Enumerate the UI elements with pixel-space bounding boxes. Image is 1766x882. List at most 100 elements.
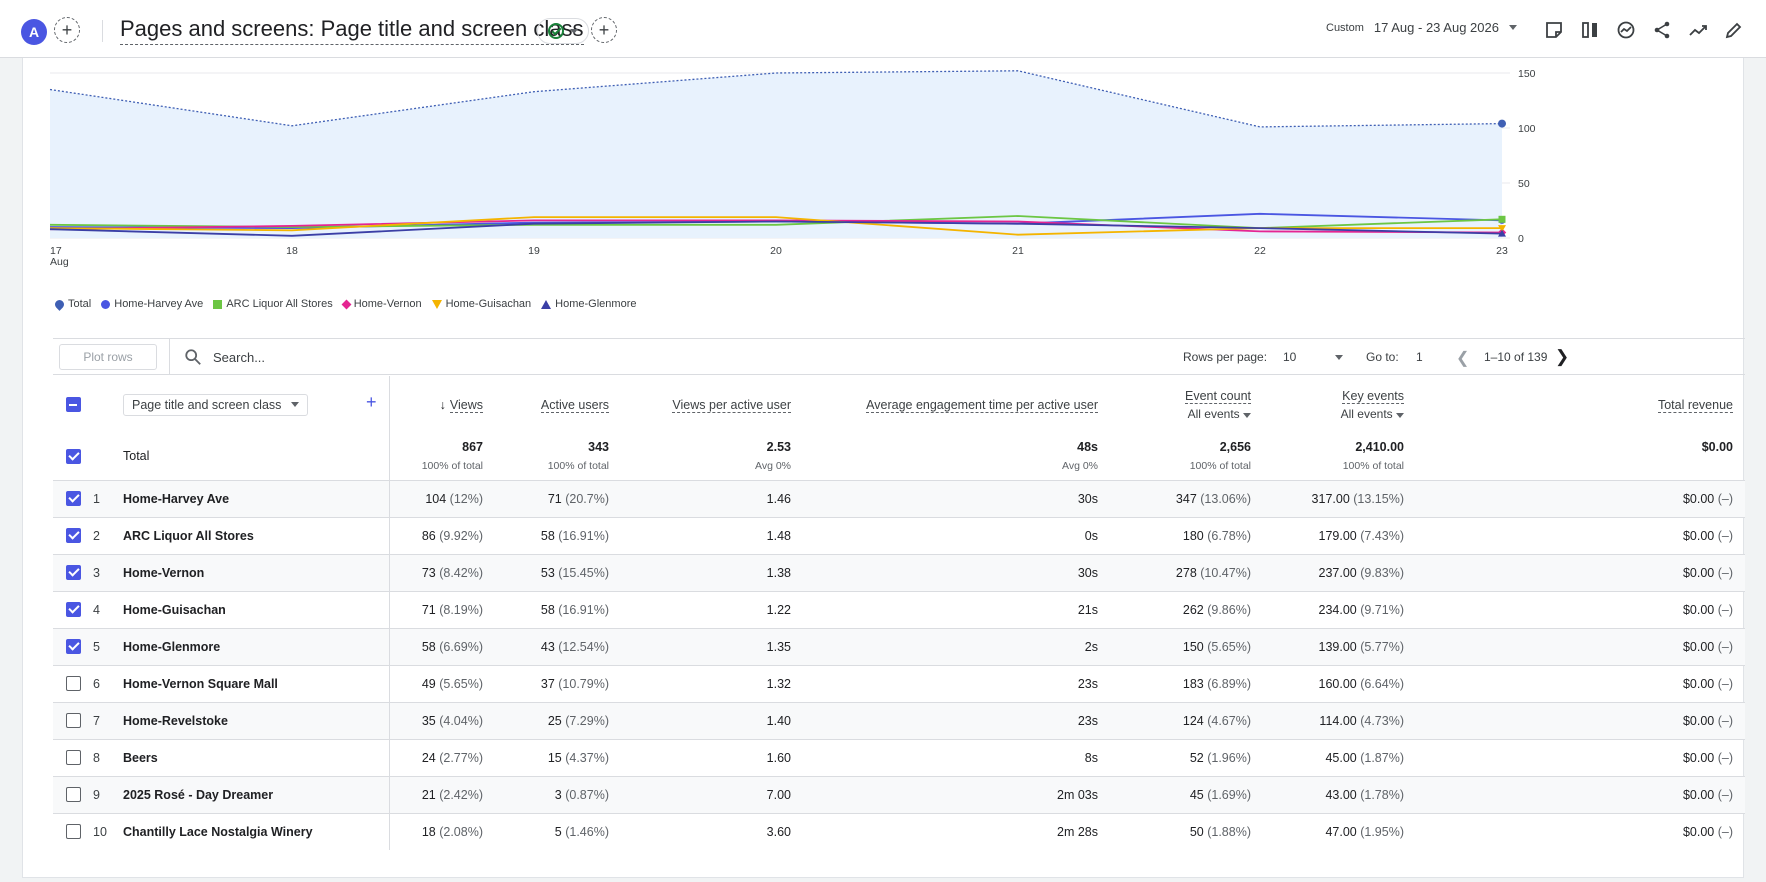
go-to-input[interactable]: 1 (1416, 350, 1423, 364)
total-revenue-header[interactable]: Total revenue (1657, 397, 1733, 413)
legend-item[interactable]: ARC Liquor All Stores (213, 298, 333, 310)
row-checkbox[interactable] (65, 676, 81, 692)
metric-cell: 1.32 (766, 676, 791, 691)
row-index: 4 (93, 602, 100, 617)
legend-item[interactable]: Home-Vernon (341, 298, 422, 310)
chevron-down-icon (570, 28, 578, 34)
row-checkbox[interactable] (65, 528, 81, 544)
data-table: Page title and screen class + ↓ Views Act… (53, 376, 1745, 850)
compare-icon[interactable] (1578, 18, 1602, 42)
legend-marker-icon (53, 297, 66, 311)
event-filter-select[interactable]: All events (1110, 407, 1251, 421)
search-input[interactable] (213, 347, 513, 367)
table-row[interactable]: 9 2025 Rosé - Day Dreamer 21 (2.42%) 3 (0.8… (53, 776, 1745, 813)
table-row[interactable]: 8 Beers 24 (2.77%) 15 (4.37%) 1.60 8s 52 (1.96… (53, 739, 1745, 776)
legend-item[interactable]: Home-Harvey Ave (101, 298, 203, 310)
metric-cell: 37 (10.79%) (540, 676, 609, 691)
metric-cell: 2m 03s (1057, 787, 1098, 802)
metric-cell: 71 (8.19%) (421, 602, 483, 617)
report-card: 0 50 100 150 17 18 19 20 21 22 23 Aug Total Home-Har… (22, 58, 1745, 878)
metric-cell: 45.00 (1.87%) (1325, 750, 1404, 765)
row-index: 2 (93, 528, 100, 543)
key-events-header[interactable]: Key events All events (1263, 376, 1416, 433)
row-checkbox[interactable] (65, 787, 81, 803)
legend-item[interactable]: Home-Guisachan (431, 298, 532, 310)
row-checkbox[interactable] (65, 565, 81, 581)
views-per-user-header[interactable]: Views per active user (672, 397, 791, 413)
key-event-filter-select[interactable]: All events (1263, 407, 1404, 421)
metric-cell: 234.00 (9.71%) (1318, 602, 1405, 617)
add-filter-icon[interactable]: + (591, 17, 617, 43)
chevron-right-icon[interactable]: ❯ (1555, 347, 1570, 366)
legend-item[interactable]: Total (53, 297, 91, 311)
total-cell: 48s Avg 0% (1062, 440, 1098, 473)
series-line-glenmore (49, 220, 1503, 237)
dimension-select[interactable]: Page title and screen class (123, 393, 309, 416)
metric-cell: $0.00 (–) (1682, 602, 1733, 617)
trend-icon[interactable] (1686, 18, 1710, 42)
metric-cell: $0.00 (–) (1682, 639, 1733, 654)
chevron-down-icon (1508, 25, 1517, 30)
notes-icon[interactable] (1542, 18, 1566, 42)
metric-cell: 35 (4.04%) (421, 713, 483, 728)
metric-cell: 3 (0.87%) (554, 787, 609, 802)
metric-cell: 1.38 (766, 565, 791, 580)
table-row[interactable]: 3 Home-Vernon 73 (8.42%) 53 (15.45%) 1.38 30s… (53, 554, 1745, 591)
table-row[interactable]: 6 Home-Vernon Square Mall 49 (5.65%) 37 (10… (53, 665, 1745, 702)
total-checkbox[interactable] (65, 448, 81, 464)
legend-label: Home-Guisachan (445, 298, 532, 310)
event-count-header[interactable]: Event count All events (1110, 376, 1263, 433)
views-header[interactable]: ↓ Views (439, 397, 483, 413)
insights-icon[interactable] (1614, 18, 1638, 42)
legend-item[interactable]: Home-Glenmore (541, 298, 636, 310)
plot-rows-button[interactable]: Plot rows (59, 344, 157, 370)
divider (169, 339, 170, 375)
row-dimension-value: Beers (123, 750, 158, 765)
add-dimension-icon[interactable]: + (365, 391, 377, 412)
row-index: 9 (93, 787, 100, 802)
chevron-down-icon[interactable] (1335, 355, 1343, 360)
row-checkbox[interactable] (65, 602, 81, 618)
table-row[interactable]: 5 Home-Glenmore 58 (6.69%) 43 (12.54%) 1.35 2… (53, 628, 1745, 665)
table-row[interactable]: 10 Chantilly Lace Nostalgia Winery 18 (2.0… (53, 813, 1745, 850)
x-tick-label: 22 (1254, 245, 1266, 257)
active-users-header[interactable]: Active users (540, 397, 609, 413)
metric-cell: 1.48 (766, 528, 791, 543)
report-status-button[interactable] (537, 18, 589, 44)
metric-cell: 71 (20.7%) (547, 491, 609, 506)
metric-cell: 73 (8.42%) (421, 565, 483, 580)
row-checkbox[interactable] (65, 750, 81, 766)
row-dimension-value: Home-Glenmore (123, 639, 221, 654)
share-icon[interactable] (1650, 18, 1674, 42)
chevron-down-icon (1243, 412, 1251, 418)
metric-cell: 160.00 (6.64%) (1318, 676, 1405, 691)
metric-cell: 50 (1.88%) (1189, 824, 1251, 839)
rows-per-page-select[interactable]: 10 (1283, 350, 1297, 364)
avatar[interactable]: A (21, 19, 47, 45)
series-point-total (1498, 119, 1506, 128)
row-checkbox[interactable] (65, 824, 81, 840)
metric-cell: 8s (1084, 750, 1098, 765)
chevron-left-icon[interactable]: ❮ (1456, 350, 1470, 367)
add-comparison-icon[interactable]: + (54, 17, 80, 43)
top-bar: A + Pages and screens: Page title and sc… (0, 0, 1766, 58)
metric-cell: 23s (1077, 676, 1098, 691)
metric-cell: 30s (1077, 565, 1098, 580)
row-checkbox[interactable] (65, 639, 81, 655)
table-row[interactable]: 4 Home-Guisachan 71 (8.19%) 58 (16.91%) 1.22… (53, 591, 1745, 628)
select-all-checkbox[interactable] (65, 397, 81, 413)
page-title[interactable]: Pages and screens: Page title and screen… (120, 16, 584, 45)
metric-cell: 237.00 (9.83%) (1318, 565, 1405, 580)
metric-cell: 47.00 (1.95%) (1325, 824, 1404, 839)
metric-cell: 1.35 (766, 639, 791, 654)
engagement-time-header[interactable]: Average engagement time per active user (866, 397, 1098, 413)
row-dimension-value: Home-Revelstoke (123, 713, 228, 728)
table-row[interactable]: 1 Home-Harvey Ave 104 (12%) 71 (20.7%) 1.46 3… (53, 480, 1745, 517)
table-row[interactable]: 2 ARC Liquor All Stores 86 (9.92%) 58 (16.9… (53, 517, 1745, 554)
table-row[interactable]: 7 Home-Revelstoke 35 (4.04%) 25 (7.29%) 1.40… (53, 702, 1745, 739)
edit-icon[interactable] (1722, 18, 1746, 42)
metric-cell: 183 (6.89%) (1182, 676, 1251, 691)
row-checkbox[interactable] (65, 491, 81, 507)
date-range-picker[interactable]: Custom 17 Aug - 23 Aug 2026 (1326, 20, 1517, 35)
row-checkbox[interactable] (65, 713, 81, 729)
